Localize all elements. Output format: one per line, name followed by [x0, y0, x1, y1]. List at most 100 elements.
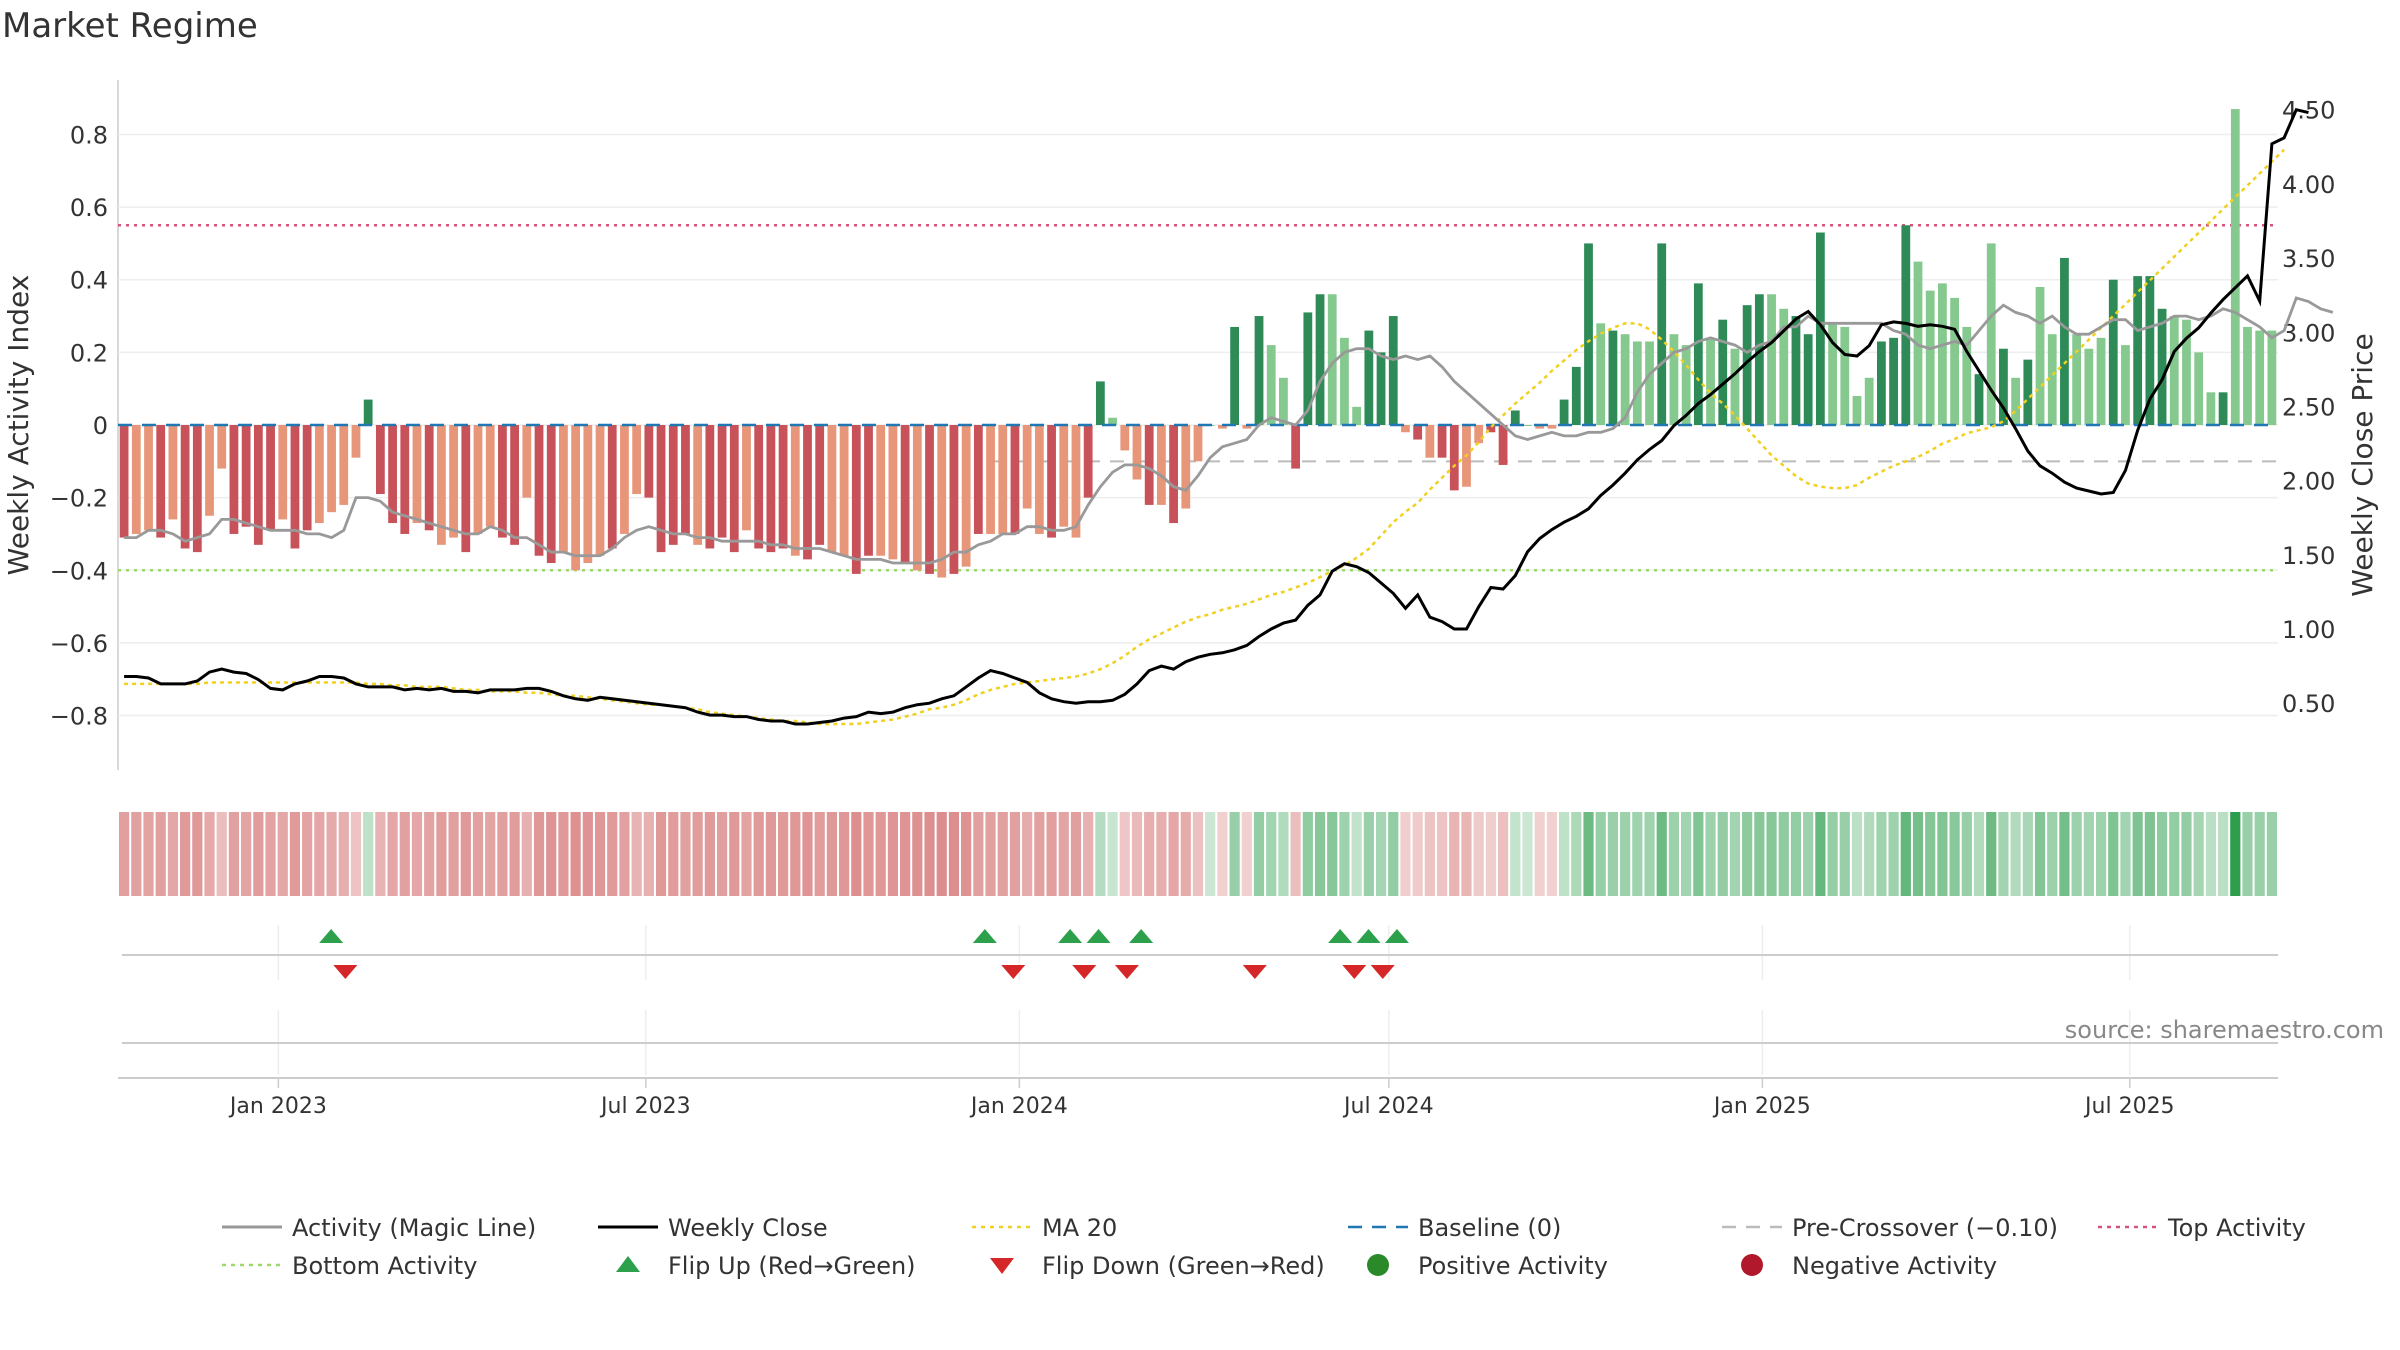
- heat-cell: [936, 812, 947, 896]
- activity-bar: [1022, 425, 1032, 509]
- activity-bar: [1486, 425, 1496, 433]
- heat-cell: [2010, 812, 2021, 896]
- activity-bar: [534, 425, 544, 556]
- activity-bar: [705, 425, 715, 549]
- heat-cell: [826, 812, 837, 896]
- heat-cell: [900, 812, 911, 896]
- heat-cell: [1424, 812, 1435, 896]
- heat-cell: [2120, 812, 2131, 896]
- heat-cell: [2083, 812, 2094, 896]
- heat-cell: [2230, 812, 2241, 896]
- activity-bar: [1181, 425, 1191, 509]
- y-tick-label: −0.2: [50, 485, 108, 513]
- activity-bar: [1718, 319, 1728, 425]
- heat-cell: [1497, 812, 1509, 896]
- activity-bar: [1474, 425, 1484, 444]
- heat-cell: [2254, 812, 2265, 896]
- activity-bar: [571, 425, 581, 571]
- heat-cell: [2132, 812, 2143, 896]
- y-tick-label: −0.6: [50, 630, 108, 658]
- legend-label: Negative Activity: [1792, 1252, 1997, 1280]
- activity-bar: [949, 425, 959, 574]
- activity-bar: [522, 425, 532, 498]
- heat-cell: [716, 812, 728, 896]
- heat-cell: [2266, 812, 2277, 896]
- activity-bar: [1889, 337, 1898, 425]
- flip-down-marker: [1242, 965, 1267, 979]
- legend-item: Weekly Close: [598, 1214, 828, 1242]
- activity-bar: [1498, 425, 1508, 465]
- activity-bar: [156, 425, 166, 538]
- heat-cell: [765, 812, 776, 896]
- activity-bar: [1925, 290, 1935, 425]
- activity-bar: [375, 425, 385, 494]
- heat-cell: [460, 812, 471, 896]
- heat-cell: [1998, 812, 2009, 896]
- heat-cell: [204, 812, 215, 896]
- activity-bar: [1999, 348, 2008, 425]
- heat-cell: [2034, 812, 2046, 896]
- heat-cell: [485, 812, 496, 896]
- heat-cell: [594, 812, 606, 896]
- heat-cell: [1815, 812, 1826, 896]
- heat-cell: [1046, 812, 1057, 896]
- activity-bar: [1608, 330, 1618, 425]
- heat-cell: [1534, 812, 1545, 896]
- activity-bar: [986, 425, 995, 534]
- activity-bar: [839, 425, 849, 556]
- heat-cell: [1058, 812, 1069, 896]
- y-tick-label: 0.4: [70, 267, 108, 295]
- activity-bar: [2096, 337, 2106, 425]
- heat-cell: [546, 812, 557, 896]
- activity-bar: [595, 425, 605, 556]
- activity-bar: [998, 425, 1008, 534]
- legend-label: Flip Up (Red→Green): [668, 1252, 916, 1280]
- activity-bar: [1388, 316, 1398, 425]
- activity-bar: [1840, 326, 1850, 425]
- activity-bar: [424, 425, 434, 531]
- heat-cell: [1009, 812, 1021, 896]
- heat-cell: [2095, 812, 2107, 896]
- flip-up-marker: [1129, 929, 1154, 943]
- heat-cell: [1827, 812, 1838, 896]
- heat-cell: [1925, 812, 1936, 896]
- flip-up-marker: [1356, 929, 1381, 943]
- y-tick-label: 0.8: [70, 121, 108, 149]
- activity-bar: [1401, 425, 1410, 433]
- heat-cell: [1607, 812, 1619, 896]
- activity-bar: [1962, 326, 1972, 425]
- activity-bar: [327, 425, 336, 513]
- x-tick-label: Jul 2025: [2083, 1094, 2175, 1119]
- heat-cell: [1790, 812, 1802, 896]
- activity-bar: [1620, 334, 1630, 425]
- heat-cell: [1510, 812, 1521, 896]
- activity-bar: [632, 425, 642, 494]
- activity-bar: [1034, 425, 1044, 534]
- activity-bar: [1645, 341, 1654, 425]
- heat-cell: [2144, 812, 2155, 896]
- heat-cell: [1290, 812, 1301, 896]
- activity-bar: [1364, 330, 1374, 425]
- heat-cell: [1266, 812, 1277, 896]
- x-tick-label: Jan 2024: [969, 1094, 1068, 1119]
- heat-cell: [1559, 812, 1570, 896]
- activity-bar: [1266, 345, 1276, 425]
- heat-cell: [704, 812, 715, 896]
- activity-bar: [1340, 337, 1349, 425]
- heat-cell: [2181, 812, 2192, 896]
- heat-cell: [155, 812, 166, 896]
- heat-cell: [851, 812, 862, 896]
- heat-cell: [387, 812, 398, 896]
- activity-bar: [973, 425, 983, 534]
- activity-bar: [1095, 381, 1105, 425]
- activity-bar: [485, 425, 495, 527]
- activity-bar: [693, 425, 703, 545]
- heat-cell: [1632, 812, 1643, 896]
- activity-bar: [2035, 287, 2045, 425]
- heat-cell: [607, 812, 618, 896]
- heat-cell: [424, 812, 435, 896]
- flip-up-marker: [1328, 929, 1353, 943]
- heat-cell: [2022, 812, 2033, 896]
- heat-cell: [2242, 812, 2253, 896]
- heat-cell: [1351, 812, 1362, 896]
